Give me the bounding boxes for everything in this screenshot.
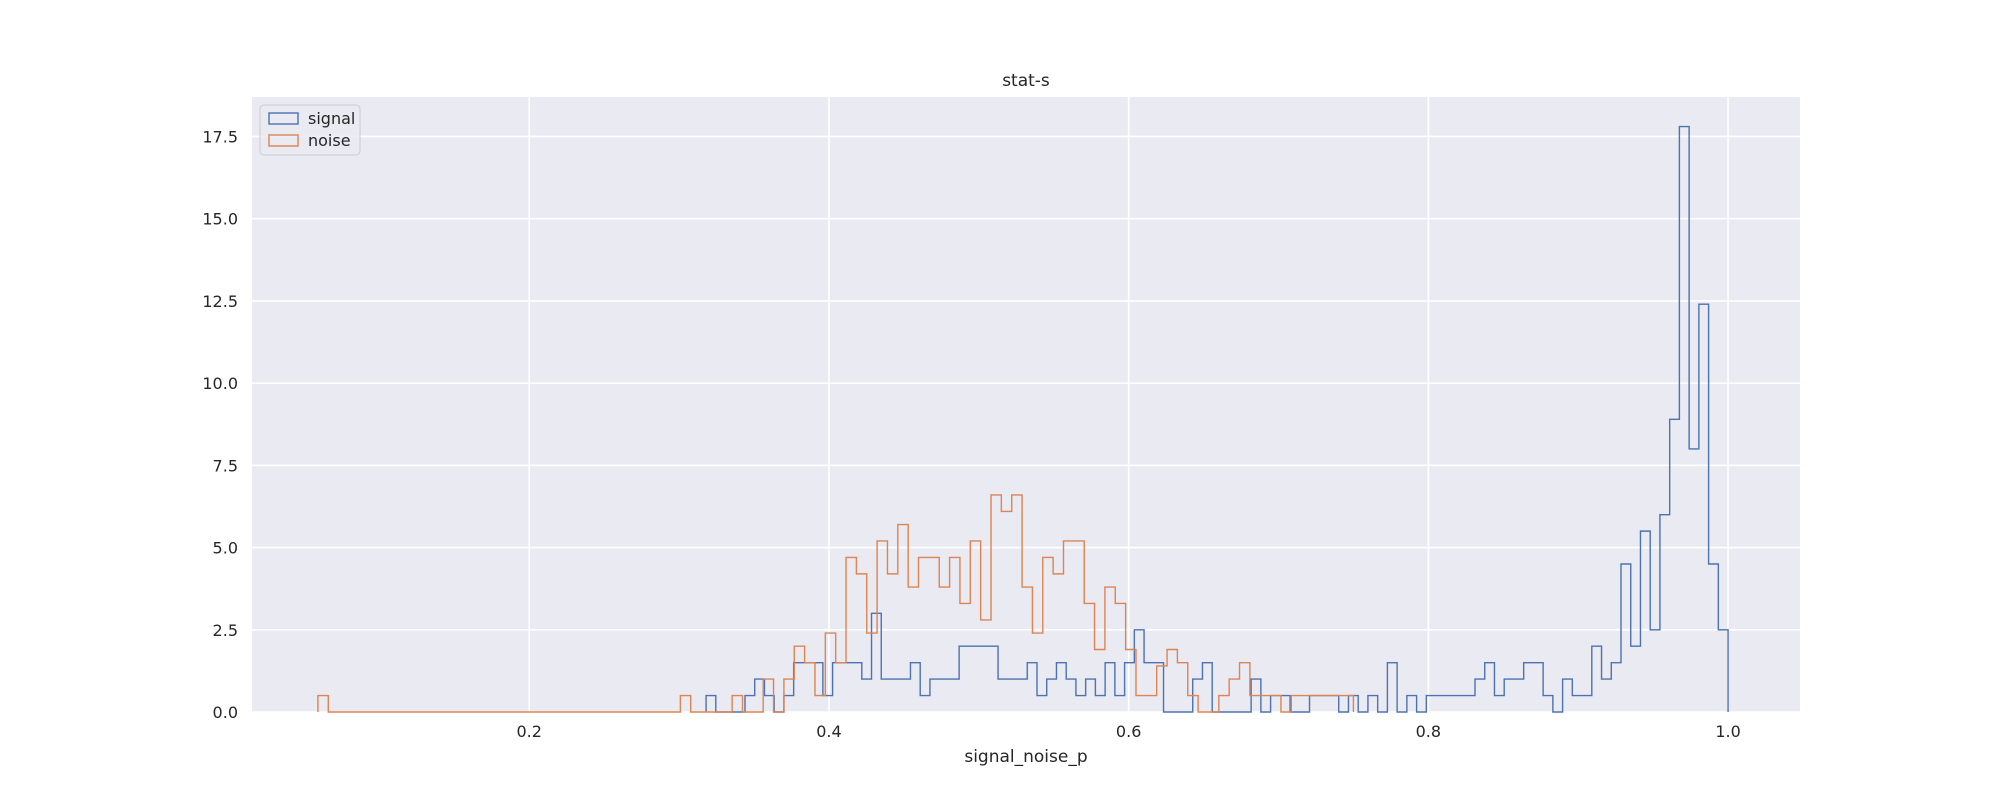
x-tick-label: 0.8	[1416, 722, 1441, 741]
y-tick-label: 12.5	[202, 292, 238, 311]
legend-swatch-signal	[268, 112, 299, 125]
y-tick-label: 10.0	[202, 374, 238, 393]
tick-labels: 0.2 0.4 0.6 0.8 1.0 0.0 2.5 5.0 7.5 10.0 12.5 15.0 1…	[202, 127, 1740, 741]
x-tick-label: 1.0	[1715, 722, 1740, 741]
x-tick-label: 0.4	[816, 722, 841, 741]
y-tick-label: 2.5	[213, 621, 238, 640]
x-axis-label: signal_noise_p	[964, 747, 1087, 767]
y-tick-label: 5.0	[213, 539, 238, 558]
chart-title: stat-s	[1002, 71, 1050, 91]
y-tick-label: 0.0	[213, 703, 238, 722]
legend-label-noise: noise	[308, 131, 351, 150]
x-tick-label: 0.6	[1116, 722, 1141, 741]
grid-lines	[252, 97, 1800, 713]
y-tick-label: 7.5	[213, 456, 238, 475]
x-tick-label: 0.2	[517, 722, 542, 741]
y-tick-label: 15.0	[202, 210, 238, 229]
legend-label-signal: signal	[308, 109, 355, 128]
series-signal-step	[705, 125, 1729, 713]
legend: signal noise	[259, 104, 361, 156]
legend-swatch-noise	[268, 134, 299, 147]
series-noise-step	[317, 494, 1355, 713]
series-layer	[317, 125, 1729, 713]
y-tick-label: 17.5	[202, 127, 238, 146]
legend-frame	[259, 104, 361, 156]
plot-area	[252, 97, 1800, 712]
